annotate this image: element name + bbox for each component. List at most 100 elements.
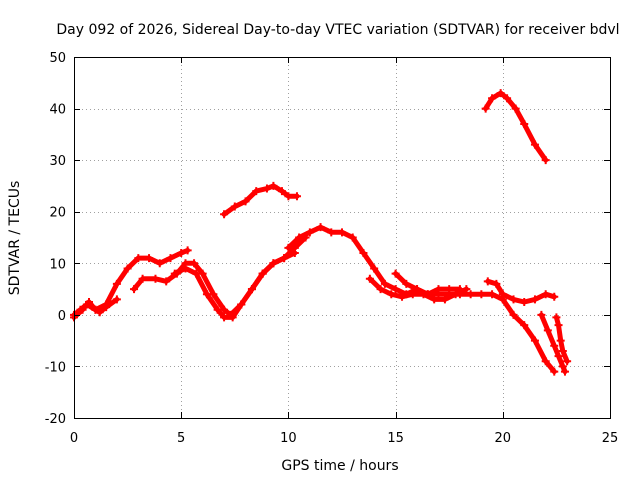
data-point-marker xyxy=(543,326,552,335)
data-point-marker xyxy=(262,184,271,193)
data-point-marker xyxy=(509,295,518,304)
series-track-e xyxy=(220,181,301,219)
data-point-marker xyxy=(398,292,407,301)
x-tick-label: 15 xyxy=(387,431,404,446)
x-tick-label: 20 xyxy=(495,431,512,446)
x-tick-label: 25 xyxy=(602,431,619,446)
series-line xyxy=(131,235,309,318)
series-track-j xyxy=(481,89,550,165)
data-point-marker xyxy=(269,259,278,268)
data-point-marker xyxy=(408,290,417,299)
data-point-marker xyxy=(252,187,261,196)
series-layer xyxy=(70,89,572,376)
data-point-marker xyxy=(477,290,486,299)
data-point-marker xyxy=(338,228,346,237)
data-point-marker xyxy=(488,290,497,299)
x-tick-label: 10 xyxy=(280,431,297,446)
series-track-d xyxy=(170,248,299,322)
data-point-marker xyxy=(554,321,563,330)
data-point-marker xyxy=(511,104,520,113)
data-point-marker xyxy=(554,352,563,361)
data-point-marker xyxy=(541,290,550,299)
data-point-marker xyxy=(541,357,550,366)
data-point-marker xyxy=(162,277,171,286)
data-point-marker xyxy=(537,310,546,319)
data-point-marker xyxy=(190,259,199,268)
data-point-marker xyxy=(228,313,237,322)
series-track-h xyxy=(391,269,559,376)
data-point-marker xyxy=(269,181,278,190)
data-point-marker xyxy=(520,297,529,306)
series-track-c xyxy=(130,233,310,319)
data-point-marker xyxy=(376,285,385,294)
series-line xyxy=(393,271,557,375)
y-tick-label: 30 xyxy=(49,154,66,169)
data-point-marker xyxy=(541,156,550,165)
data-point-marker xyxy=(445,290,454,299)
data-point-marker xyxy=(550,341,559,350)
x-axis-label: GPS time / hours xyxy=(281,458,398,474)
data-point-marker xyxy=(95,308,104,317)
series-track-i xyxy=(483,277,559,306)
data-point-marker xyxy=(241,197,250,206)
data-point-marker xyxy=(530,295,539,304)
tick-layer: 0 5 10 15 20 25 -20 -10 0 10 20 30 40 50 xyxy=(45,51,619,446)
y-tick-label: -10 xyxy=(45,360,66,375)
data-point-marker xyxy=(434,290,443,299)
data-point-marker xyxy=(520,120,529,129)
data-point-marker xyxy=(391,285,400,294)
data-point-marker xyxy=(220,210,229,219)
data-point-marker xyxy=(247,285,256,294)
data-point-marker xyxy=(237,300,246,309)
data-point-marker xyxy=(387,290,396,299)
data-point-marker xyxy=(492,279,501,288)
data-point-marker xyxy=(213,305,222,314)
data-point-marker xyxy=(230,202,239,211)
data-point-marker xyxy=(78,305,87,314)
data-point-marker xyxy=(177,248,186,257)
data-point-marker xyxy=(413,285,422,294)
data-point-marker xyxy=(509,310,518,319)
plot-frame xyxy=(74,57,611,419)
data-point-marker xyxy=(380,279,389,288)
data-point-marker xyxy=(481,104,490,113)
data-point-marker xyxy=(145,254,154,263)
y-tick-label: 10 xyxy=(49,257,66,272)
data-point-marker xyxy=(550,292,559,301)
data-point-marker xyxy=(85,297,94,306)
data-point-marker xyxy=(138,274,147,283)
data-point-marker xyxy=(563,357,572,366)
data-point-marker xyxy=(155,259,164,268)
series-track-a xyxy=(70,246,192,319)
data-point-marker xyxy=(170,269,179,278)
y-axis-label: SDTVAR / TECUs xyxy=(7,181,23,296)
series-track-b xyxy=(70,295,121,322)
data-point-marker xyxy=(284,192,293,201)
data-point-marker xyxy=(220,313,229,322)
data-point-marker xyxy=(102,303,111,312)
data-point-marker xyxy=(550,367,559,376)
data-point-marker xyxy=(151,274,160,283)
series-track-l xyxy=(552,313,572,366)
data-point-marker xyxy=(123,264,132,273)
y-tick-label: 40 xyxy=(49,103,66,118)
data-point-marker xyxy=(295,233,304,242)
data-point-marker xyxy=(348,233,357,242)
data-point-marker xyxy=(202,290,211,299)
x-tick-label: 0 xyxy=(70,431,78,446)
data-point-marker xyxy=(166,254,175,263)
data-point-marker xyxy=(552,313,561,322)
chart-title: Day 092 of 2026, Sidereal Day-to-day VTE… xyxy=(56,22,619,38)
series-track-k xyxy=(537,310,569,376)
data-point-marker xyxy=(503,94,512,103)
data-point-marker xyxy=(556,336,565,345)
data-point-marker xyxy=(496,89,505,98)
y-tick-label: 0 xyxy=(58,309,66,324)
data-point-marker xyxy=(327,228,336,237)
data-point-marker xyxy=(183,246,192,255)
data-point-marker xyxy=(365,274,374,283)
data-point-marker xyxy=(520,321,529,330)
x-tick-label: 5 xyxy=(177,431,185,446)
data-point-marker xyxy=(91,305,100,314)
